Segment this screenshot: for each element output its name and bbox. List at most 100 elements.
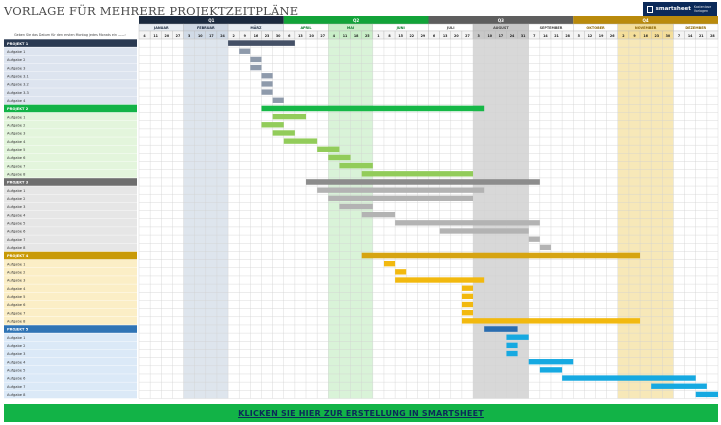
task-name: Aufgabe 8 xyxy=(7,393,26,397)
task-name: Aufgabe 3.1 xyxy=(7,74,29,78)
month-label: FEBRUAR xyxy=(197,26,215,30)
task-bar xyxy=(339,162,373,169)
gantt-chart: Q1 Q2 Q3 Q4 JANUAR FEBRUAR MÄRZ APRIL MAI JUNI JUL… xyxy=(4,16,719,399)
task-bar xyxy=(651,383,707,389)
task-label-cell xyxy=(4,47,137,56)
task-name: Aufgabe 6 xyxy=(7,156,26,160)
project-header-row xyxy=(4,104,137,113)
task-bar xyxy=(361,211,396,218)
task-name: Aufgabe 7 xyxy=(7,164,25,168)
week-day-label: 21 xyxy=(699,34,704,38)
task-bar xyxy=(339,203,373,210)
task-name: Aufgabe 5 xyxy=(7,369,25,373)
week-day-label: 10 xyxy=(487,34,492,38)
task-bar xyxy=(261,122,284,128)
task-bar xyxy=(317,187,485,193)
task-label-cell xyxy=(4,390,137,399)
week-day-label: 30 xyxy=(666,34,671,38)
task-bar xyxy=(395,277,485,283)
task-label-cell xyxy=(4,259,137,268)
task-bar xyxy=(272,130,295,136)
task-label-cell xyxy=(4,218,137,227)
task-name: Aufgabe 1 xyxy=(7,115,25,119)
task-bar xyxy=(562,375,696,381)
smartsheet-logo[interactable]: smartsheet Kostenlose Vorlagen xyxy=(643,2,717,16)
task-label-cell xyxy=(4,80,137,88)
task-label-cell xyxy=(4,284,137,293)
week-day-label: 23 xyxy=(654,34,659,38)
task-label-cell xyxy=(4,153,137,162)
task-bar xyxy=(250,56,262,63)
task-bar xyxy=(506,350,518,357)
week-day-label: 13 xyxy=(443,34,448,38)
task-bar xyxy=(461,285,474,291)
task-name: Aufgabe 8 xyxy=(7,320,26,324)
task-name: Aufgabe 4 xyxy=(7,360,26,364)
create-in-smartsheet-button[interactable]: KLICKEN SIE HIER ZUR ERSTELLUNG IN SMART… xyxy=(4,404,718,422)
week-day-label: 3 xyxy=(188,34,191,38)
month-label: MÄRZ xyxy=(250,25,262,30)
project-header-row xyxy=(4,39,137,47)
task-bar xyxy=(539,367,563,373)
quarter-header xyxy=(283,16,429,24)
project-name: PROJEKT 5 xyxy=(7,328,29,332)
week-day-label: 9 xyxy=(244,34,247,38)
week-day-label: 24 xyxy=(510,34,515,38)
task-label-cell xyxy=(4,169,137,178)
page-title: VORLAGE FÜR MEHRERE PROJEKTZEITPLÄNE xyxy=(4,4,299,18)
date-entry-hint: Geben Sie das Datum für den ersten Monta… xyxy=(14,33,126,37)
task-bar xyxy=(439,228,529,234)
week-day-label: 6 xyxy=(288,34,291,38)
week-day-label: 14 xyxy=(688,34,693,38)
task-name: Aufgabe 3 xyxy=(7,132,25,136)
week-day-label: 5 xyxy=(578,34,581,38)
quarter-label: Q3 xyxy=(498,18,504,23)
week-day-label: 9 xyxy=(633,34,636,38)
task-label-cell xyxy=(4,145,137,154)
task-name: Aufgabe 8 xyxy=(7,246,26,250)
task-bar xyxy=(328,154,351,161)
month-label: APRIL xyxy=(300,26,312,30)
task-label-cell xyxy=(4,120,137,129)
task-name: Aufgabe 2 xyxy=(7,123,25,127)
task-label-cell xyxy=(4,63,137,72)
quarter-header xyxy=(428,16,574,24)
task-name: Aufgabe 1 xyxy=(7,189,25,193)
task-label-cell xyxy=(4,55,137,64)
week-day-label: 28 xyxy=(565,34,570,38)
task-name: Aufgabe 3 xyxy=(7,279,25,283)
task-label-cell xyxy=(4,88,137,96)
task-name: Aufgabe 7 xyxy=(7,385,25,389)
week-day-label: 15 xyxy=(398,34,403,38)
task-bar xyxy=(328,195,474,201)
week-day-label: 28 xyxy=(710,34,715,38)
task-bar xyxy=(695,391,718,398)
logo-name: smartsheet xyxy=(655,6,691,12)
task-name: Aufgabe 4 xyxy=(7,287,26,291)
task-label-cell xyxy=(4,227,137,235)
week-day-label: 31 xyxy=(521,34,526,38)
week-day-label: 11 xyxy=(343,34,348,38)
task-bar xyxy=(395,220,540,226)
week-day-label: 13 xyxy=(298,34,303,38)
task-name: Aufgabe 8 xyxy=(7,172,26,176)
week-day-label: 20 xyxy=(165,34,170,38)
task-name: Aufgabe 4 xyxy=(7,213,26,217)
task-name: Aufgabe 4 xyxy=(7,140,26,144)
task-bar xyxy=(272,97,284,103)
week-day-label: 29 xyxy=(421,34,426,38)
task-bar xyxy=(261,73,273,79)
task-bar xyxy=(461,293,474,300)
week-day-label: 10 xyxy=(198,34,203,38)
week-day-label: 20 xyxy=(454,34,459,38)
week-day-label: 19 xyxy=(599,34,604,38)
task-label-cell xyxy=(4,374,137,382)
week-day-label: 1 xyxy=(377,34,380,38)
project-header-row xyxy=(4,325,137,333)
task-name: Aufgabe 3.2 xyxy=(7,83,29,87)
smartsheet-logo-icon xyxy=(647,5,653,13)
task-name: Aufgabe 2 xyxy=(7,271,25,275)
quarter-label: Q4 xyxy=(643,18,649,23)
task-label-cell xyxy=(4,333,137,342)
task-name: Aufgabe 2 xyxy=(7,197,25,201)
